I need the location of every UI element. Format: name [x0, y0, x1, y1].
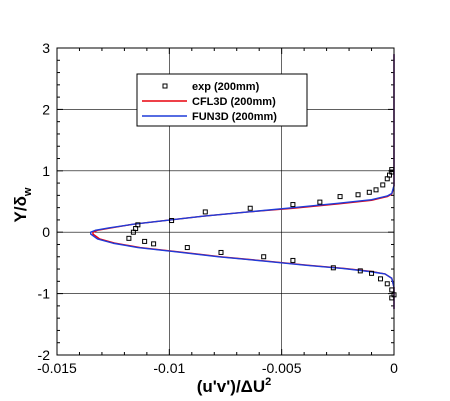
data-point [380, 182, 386, 188]
data-point [126, 235, 132, 241]
legend-swatch-marker [162, 83, 168, 89]
plot-frame [56, 47, 395, 356]
y-tick-label: -2 [38, 347, 51, 363]
legend: exp (200mm) CFL3D (200mm) FUN3D (200mm) [136, 73, 308, 127]
data-point [357, 268, 363, 274]
data-point [151, 241, 157, 247]
y-tick-label: 2 [42, 101, 50, 117]
x-tick-label: -0.005 [262, 360, 302, 376]
data-point [378, 276, 384, 282]
data-point [142, 238, 148, 244]
data-point [384, 176, 390, 182]
x-tick-label: 0 [390, 360, 398, 376]
data-point [261, 254, 267, 260]
data-point [169, 218, 175, 224]
data-point [218, 249, 224, 255]
x-axis-label-superscript: 2 [265, 376, 271, 388]
y-tick-label: 0 [42, 224, 50, 240]
data-point [355, 192, 361, 198]
legend-label: CFL3D (200mm) [192, 96, 276, 108]
x-axis-label: (u'v')/ΔU2 [197, 376, 272, 396]
data-point [369, 270, 375, 276]
y-axis-label: Y/δw [11, 187, 34, 222]
data-point [317, 199, 323, 205]
data-point [290, 202, 296, 208]
x-tick-label: -0.015 [37, 360, 77, 376]
data-point [373, 187, 379, 193]
data-point [184, 245, 190, 251]
series-markers [126, 167, 397, 301]
data-point [337, 194, 343, 200]
data-point [366, 189, 372, 195]
data-point [202, 209, 208, 215]
data-point [247, 205, 253, 211]
legend-label: exp (200mm) [192, 81, 260, 93]
data-point [330, 265, 336, 271]
tick-labels: -0.015 -0.01 -0.005 0 -2 -1 0 1 2 3 [37, 40, 398, 376]
legend-label: FUN3D (200mm) [192, 111, 277, 123]
y-tick-label: 1 [42, 163, 50, 179]
series-line-2 [89, 54, 395, 309]
x-axis-label-text: (u'v')/ΔU [197, 377, 265, 396]
y-axis-label-subscript: w [22, 187, 34, 197]
data-point [290, 257, 296, 263]
legend-box [136, 73, 308, 127]
data-point [384, 281, 390, 287]
data-point [130, 229, 136, 235]
y-tick-label: 3 [42, 40, 50, 56]
y-tick-label: -1 [38, 286, 51, 302]
y-axis-label-text: Y/δ [11, 196, 30, 222]
x-tick-label: -0.01 [153, 360, 185, 376]
